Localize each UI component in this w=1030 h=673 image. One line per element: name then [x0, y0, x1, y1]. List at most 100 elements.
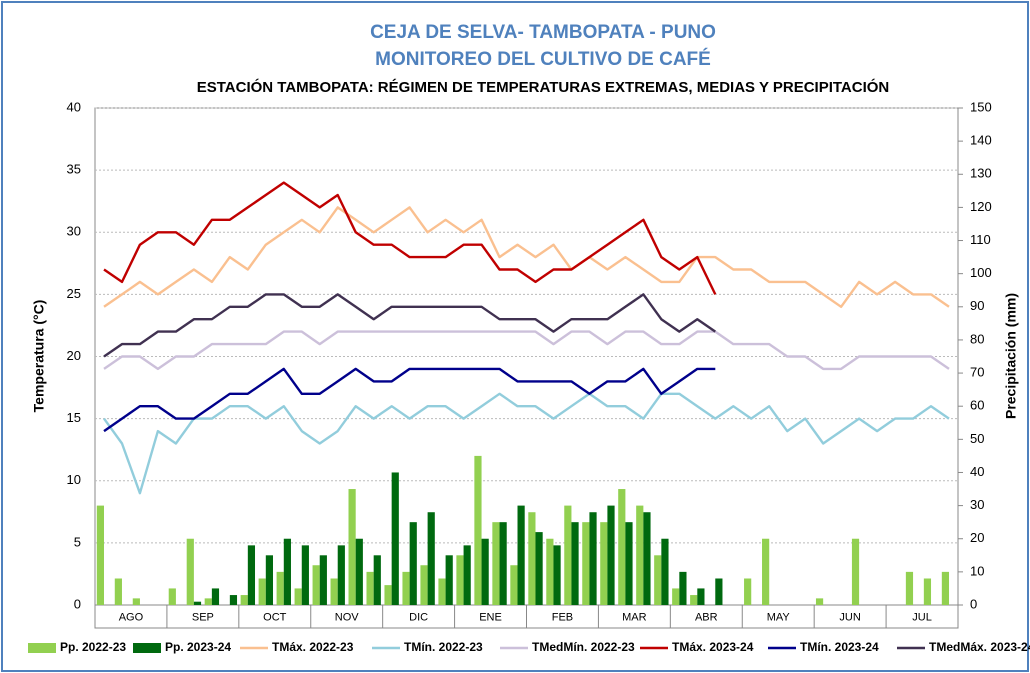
bar: [132, 598, 140, 605]
y-tick-label: 35: [67, 162, 81, 177]
legend-label: Pp. 2023-24: [165, 640, 231, 654]
bar: [672, 588, 680, 605]
bar: [654, 555, 662, 605]
x-tick-label: MAY: [767, 611, 791, 623]
y2-tick-label: 70: [970, 365, 984, 380]
bar: [923, 578, 932, 605]
bar: [625, 522, 633, 605]
bar: [283, 538, 291, 605]
y-tick-label: 5: [74, 534, 81, 549]
x-tick-label: OCT: [263, 611, 287, 623]
x-tick-label: SEP: [192, 611, 214, 623]
bar: [438, 578, 446, 605]
bar: [517, 505, 525, 605]
y2-tick-label: 90: [970, 298, 984, 313]
bar: [96, 505, 104, 605]
bar: [510, 565, 518, 605]
bar: [600, 522, 608, 605]
bar: [193, 601, 202, 605]
bar: [481, 538, 489, 605]
bar: [319, 555, 327, 605]
bar: [247, 545, 256, 605]
bar: [463, 545, 471, 605]
bar: [427, 512, 435, 605]
bar: [941, 571, 950, 605]
y2-tick-label: 110: [970, 232, 991, 247]
legend-label: Pp. 2022-23: [60, 640, 126, 654]
bar: [643, 512, 651, 605]
y2-tick-label: 150: [970, 99, 992, 114]
bar: [744, 578, 752, 605]
bar: [571, 522, 579, 605]
y2-tick-label: 10: [970, 563, 984, 578]
y-tick-label: 15: [67, 410, 81, 425]
bar: [762, 538, 770, 605]
y2-tick-label: 100: [970, 265, 992, 280]
bar: [492, 522, 500, 605]
bar: [589, 512, 597, 605]
x-tick-label: ENE: [479, 611, 502, 623]
bar: [546, 538, 554, 605]
bar: [391, 472, 399, 605]
line-series: [103, 392, 950, 495]
bar: [445, 555, 453, 605]
bar: [690, 595, 698, 605]
bar: [355, 538, 363, 605]
y-tick-label: 20: [67, 348, 81, 363]
x-tick-label: JUL: [912, 611, 932, 623]
line-series: [103, 206, 950, 308]
legend-label: TMáx. 2023-24: [672, 640, 754, 654]
bar: [636, 505, 644, 605]
bar: [905, 571, 914, 605]
bar: [851, 538, 860, 605]
bar: [618, 489, 626, 605]
bar: [204, 598, 212, 605]
bar: [679, 571, 687, 605]
x-tick-label: AGO: [119, 611, 144, 623]
line-series: [103, 293, 716, 358]
plot-title: ESTACIÓN TAMBOPATA: RÉGIMEN DE TEMPERATU…: [197, 78, 890, 96]
x-tick-label: DIC: [409, 611, 428, 623]
bar: [535, 532, 543, 605]
x-tick-label: ABR: [695, 611, 718, 623]
legend-swatch: [28, 643, 56, 653]
legend-label: TMedMín. 2022-23: [532, 640, 635, 654]
legend-label: TMín. 2023-24: [800, 640, 879, 654]
bar: [240, 595, 248, 605]
y2-tick-label: 130: [970, 166, 992, 181]
bar: [348, 489, 356, 605]
y2-tick-label: 120: [970, 199, 992, 214]
bar: [366, 571, 374, 605]
bar: [276, 571, 284, 605]
bar: [114, 578, 122, 605]
y2-tick-label: 140: [970, 133, 992, 148]
bar: [474, 455, 482, 605]
bar: [564, 505, 572, 605]
bar: [301, 545, 309, 605]
y-tick-label: 0: [74, 596, 81, 611]
y-tick-label: 40: [67, 99, 81, 114]
bar: [265, 555, 273, 605]
bar: [229, 595, 238, 605]
bar: [337, 545, 345, 605]
y-tick-label: 30: [67, 224, 81, 239]
bar: [384, 585, 392, 605]
y2-tick-label: 20: [970, 530, 984, 545]
legend-label: TMedMáx. 2023-24: [929, 640, 1030, 654]
bar: [553, 545, 561, 605]
y2-axis-title: Precipitación (mm): [1003, 293, 1019, 419]
chart-subtitle: MONITOREO DEL CULTIVO DE CAFÉ: [375, 48, 711, 70]
y2-tick-label: 30: [970, 497, 984, 512]
bar: [607, 505, 615, 605]
y2-tick-label: 60: [970, 398, 984, 413]
bar: [168, 588, 176, 605]
y2-tick-label: 40: [970, 464, 984, 479]
legend-label: TMín. 2022-23: [404, 640, 483, 654]
legend-swatch: [133, 643, 161, 653]
y-tick-label: 25: [67, 286, 81, 301]
x-tick-label: FEB: [552, 611, 573, 623]
bar: [456, 555, 464, 605]
bar: [258, 578, 266, 605]
bar: [499, 522, 507, 605]
